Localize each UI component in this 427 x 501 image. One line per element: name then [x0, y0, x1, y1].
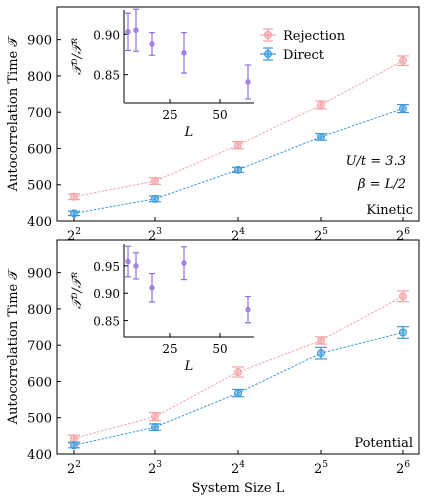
data-point-direct: [70, 209, 78, 218]
data-point-rejection: [399, 292, 407, 301]
x-tick-label: 26: [396, 460, 410, 477]
inset-y-tick-label: 0.85: [93, 315, 120, 329]
y-tick-label: 600: [27, 375, 52, 390]
data-point-direct: [234, 165, 242, 174]
data-point-direct: [399, 104, 407, 113]
panel-potential: 400 500 600 700 800 900 22 23 24 25 26 Autocorrelat…: [6, 239, 420, 496]
data-point-rejection: [151, 177, 159, 186]
y-tick-label: 800: [27, 303, 52, 318]
y-tick-label: 900: [27, 34, 52, 49]
inset-y-tick-label: 0.90: [93, 287, 120, 301]
data-point-rejection: [399, 56, 407, 65]
x-tick-label: 24: [231, 460, 245, 477]
data-point-rejection: [70, 192, 78, 201]
data-point-direct: [234, 389, 242, 398]
inset-plot: 0.85 0.90 0.95 25 50 L 𝒯ᴰ/𝒯ᴿ: [70, 244, 254, 374]
data-point-direct: [70, 441, 78, 450]
legend-label: Rejection: [283, 29, 346, 44]
inset-point: [149, 285, 155, 291]
x-tick-label: 25: [314, 227, 328, 244]
inset-x-tick-label: 25: [162, 342, 177, 356]
series-direct: [68, 103, 409, 218]
inset-x-tick-label: 50: [212, 342, 227, 356]
x-tick-label: 22: [67, 227, 81, 244]
panel-kinetic: 400 500 600 700 800 900 22 23 24 25 26 Autocorrelat…: [6, 6, 420, 244]
x-tick-label: 22: [67, 460, 81, 477]
annotation-text: U/t = 3.3: [346, 154, 406, 169]
data-point-rejection: [317, 100, 325, 109]
series-direct: [68, 326, 409, 450]
series-line-rejection: [73, 60, 404, 198]
inset-y-axis-label: 𝒯ᴰ/𝒯ᴿ: [70, 38, 85, 75]
x-tick-label: 26: [396, 227, 410, 244]
legend-marker: [264, 50, 272, 58]
y-tick-label: 400: [27, 215, 52, 230]
inset-x-axis-label: L: [184, 125, 194, 140]
y-tick-label: 700: [27, 106, 52, 121]
inset-plot: 0.85 0.90 25 50 L 𝒯ᴰ/𝒯ᴿ: [70, 8, 254, 140]
inset-x-tick-label: 25: [162, 108, 177, 122]
data-point-direct: [399, 328, 407, 337]
inset-point: [125, 29, 131, 35]
y-tick-label: 800: [27, 70, 52, 85]
data-point-direct: [317, 132, 325, 141]
y-axis-label: Autocorrelation Time 𝒯: [6, 35, 21, 193]
x-tick-label: 25: [314, 460, 328, 477]
data-point-rejection: [234, 368, 242, 377]
data-point-rejection: [317, 336, 325, 345]
y-tick-label: 500: [27, 412, 52, 427]
panel-label: Potential: [354, 436, 413, 451]
legend-marker: [264, 31, 272, 39]
data-point-rejection: [70, 434, 78, 443]
x-tick-label: 23: [148, 227, 162, 244]
series-rejection: [68, 55, 409, 201]
x-axis-label: System Size L: [192, 481, 285, 496]
inset-y-axis-label: 𝒯ᴰ/𝒯ᴿ: [70, 272, 85, 309]
inset-point: [245, 306, 251, 313]
inset-point: [149, 41, 155, 47]
inset-y-tick-label: 0.95: [93, 260, 120, 274]
inset-y-tick-label: 0.90: [93, 28, 120, 42]
data-point-rejection: [234, 141, 242, 150]
data-point-direct: [151, 194, 159, 203]
annotation-text: β = L/2: [357, 177, 406, 192]
data-point-direct: [317, 349, 325, 358]
inset-point: [133, 27, 139, 33]
inset-x-tick-label: 50: [212, 108, 227, 122]
inset-point: [125, 258, 131, 265]
legend: Rejection Direct: [260, 28, 346, 63]
x-tick-label: 24: [231, 227, 245, 244]
series-rejection: [68, 290, 409, 443]
legend-label: Direct: [283, 48, 325, 63]
inset-point: [245, 79, 251, 85]
y-axis-label: Autocorrelation Time 𝒯: [6, 268, 21, 426]
data-point-rejection: [151, 412, 159, 421]
inset-point: [181, 260, 187, 266]
y-tick-label: 400: [27, 448, 52, 463]
inset-x-axis-label: L: [184, 359, 194, 374]
panel-label: Kinetic: [366, 203, 413, 218]
y-tick-label: 900: [27, 267, 52, 282]
inset-point: [181, 50, 187, 56]
y-tick-label: 500: [27, 179, 52, 194]
x-tick-label: 23: [148, 460, 162, 477]
y-tick-label: 700: [27, 339, 52, 354]
data-point-direct: [151, 423, 159, 432]
inset-y-tick-label: 0.85: [93, 69, 120, 83]
inset-point: [133, 263, 139, 269]
y-tick-label: 600: [27, 142, 52, 157]
